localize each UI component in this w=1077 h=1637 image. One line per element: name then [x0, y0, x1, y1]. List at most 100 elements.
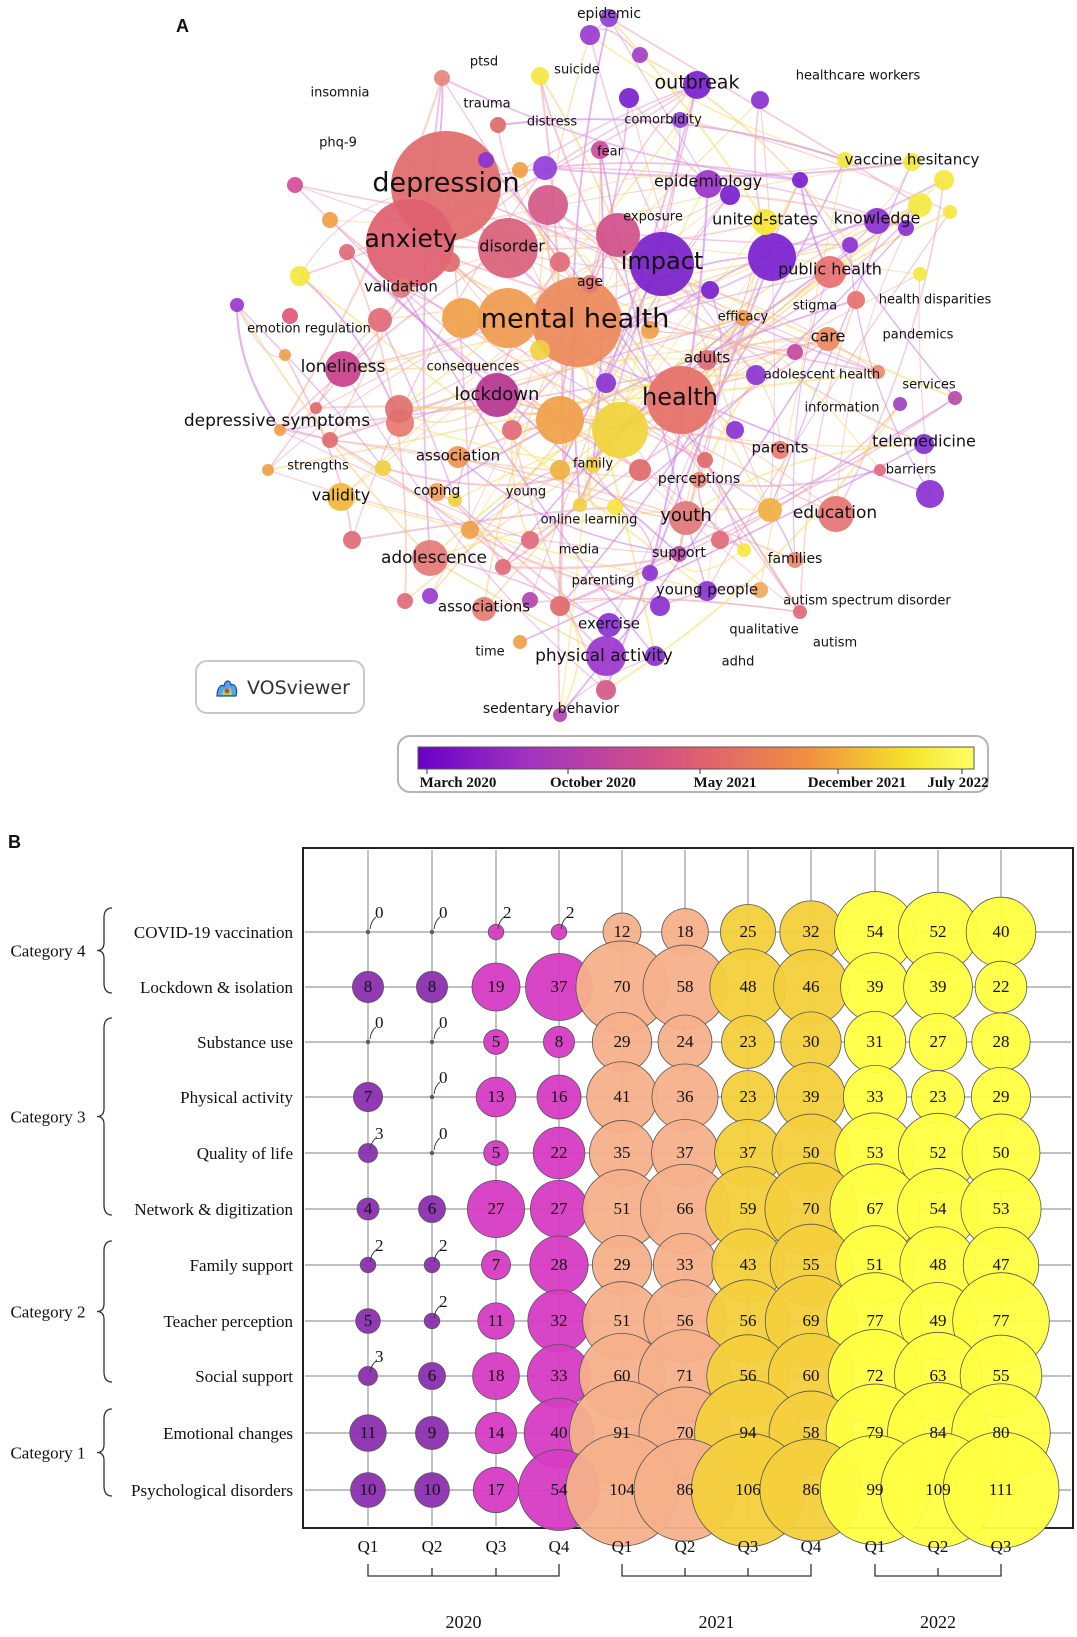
bubble [356, 1197, 380, 1221]
network-edge [538, 75, 651, 331]
bubble [415, 1416, 449, 1450]
bubble-leader [497, 916, 505, 930]
node-minor-35 [787, 344, 803, 360]
node-minor-4 [478, 288, 538, 348]
bubble-value: 66 [677, 1199, 694, 1218]
network-edge [236, 304, 384, 469]
node-minor-25 [908, 193, 932, 217]
bubble-value: 50 [803, 1143, 820, 1162]
bubble-value: 6 [428, 1366, 437, 1385]
node-minor-18 [533, 156, 557, 180]
keyword-comorbidity: comorbidity [624, 113, 702, 128]
node-parents [771, 441, 789, 459]
bubble-leader [433, 916, 441, 930]
bubble-value: 0 [439, 1068, 448, 1087]
node-minor-77 [322, 212, 338, 228]
keyword-support: support [652, 545, 706, 561]
bubble-value: 60 [614, 1366, 631, 1385]
column-label: Q2 [675, 1537, 696, 1556]
node-minor-54 [343, 531, 361, 549]
bubble [942, 1431, 1060, 1549]
keyword-impact: impact [621, 247, 704, 275]
node-anxiety [366, 199, 454, 287]
keyword-lockdown: lockdown [455, 384, 540, 405]
network-edge [279, 338, 829, 431]
bubble-value: 49 [930, 1311, 947, 1330]
network-edge [706, 359, 771, 511]
keyword-coping: coping [414, 483, 461, 499]
network-edge [559, 149, 601, 716]
node-minor-29 [847, 291, 865, 309]
bubble-value: 11 [488, 1311, 504, 1330]
network-edge [429, 557, 610, 626]
bubble-leader [433, 1249, 441, 1263]
keyword-adults: adults [684, 349, 730, 367]
keyword-exercise: exercise [578, 615, 640, 633]
bubble-value: 80 [993, 1423, 1010, 1442]
node-minor-17 [490, 117, 506, 133]
column-label: Q1 [612, 1537, 633, 1556]
vosviewer-logo: VOSviewer [195, 660, 365, 714]
bubble-value: 48 [740, 977, 757, 996]
bubble-value: 2 [566, 903, 575, 922]
bubble-leader [433, 1137, 441, 1151]
keyword-health-disparities: health disparities [879, 293, 992, 308]
network-edge [698, 289, 722, 481]
node-minor-34 [746, 365, 766, 385]
bubble-value: 11 [360, 1423, 376, 1442]
node-minor-8 [385, 395, 413, 423]
node-minor-1 [748, 233, 796, 281]
node-minor-3 [592, 402, 648, 458]
network-edge [685, 443, 925, 519]
bubble-value: 51 [614, 1311, 631, 1330]
node-minor-23 [837, 152, 853, 168]
panel-a-letter: A [176, 16, 189, 36]
keyword-media: media [559, 543, 600, 558]
bubble-value: 0 [375, 903, 384, 922]
bubble-value: 28 [993, 1032, 1010, 1051]
row-label: Social support [195, 1367, 293, 1386]
node-minor-24 [934, 170, 954, 190]
node-minor-66 [550, 460, 570, 480]
node-efficacy [735, 310, 751, 326]
bubble [721, 1015, 775, 1069]
network-edge [559, 605, 580, 716]
row-label: Network & digitization [134, 1200, 293, 1219]
keyword-autism-spectrum-disorder: autism spectrum disorder [783, 594, 951, 609]
bubble-value: 54 [930, 1199, 948, 1218]
node-minor-53 [422, 588, 438, 604]
bubble [550, 923, 568, 941]
network-edge [579, 179, 801, 506]
bubble-value: 37 [677, 1143, 695, 1162]
bubble [475, 1412, 517, 1454]
bubble-value: 27 [488, 1199, 506, 1218]
bubble-value: 29 [614, 1032, 631, 1051]
bubble [475, 1076, 517, 1118]
network-edge [346, 251, 680, 555]
node-minor-6 [536, 396, 584, 444]
bubble-value: 43 [740, 1255, 757, 1274]
keyword-public-health: public health [778, 260, 882, 279]
node-minor-58 [262, 464, 274, 476]
keyword-disorder: disorder [479, 237, 545, 256]
network-edge [457, 456, 680, 555]
node-united-states [752, 209, 778, 235]
node-coping [428, 483, 446, 501]
bubble-value: 56 [740, 1366, 757, 1385]
network-edge [342, 317, 744, 371]
network-edge [678, 179, 801, 555]
row-label: Quality of life [197, 1144, 293, 1163]
bubble [423, 1312, 441, 1330]
bubble-value: 77 [867, 1311, 885, 1330]
node-public-health [814, 256, 846, 288]
keyword-age: age [577, 274, 603, 290]
bubble-value: 71 [677, 1366, 694, 1385]
node-minor-45 [793, 605, 807, 619]
node-minor-12 [287, 177, 303, 193]
colorbar-gradient [417, 746, 975, 770]
keyword-insomnia: insomnia [310, 86, 369, 101]
node-adolescence [412, 540, 448, 576]
category-brace [96, 1240, 113, 1383]
network-edge [399, 422, 594, 466]
bubble [358, 1366, 378, 1386]
